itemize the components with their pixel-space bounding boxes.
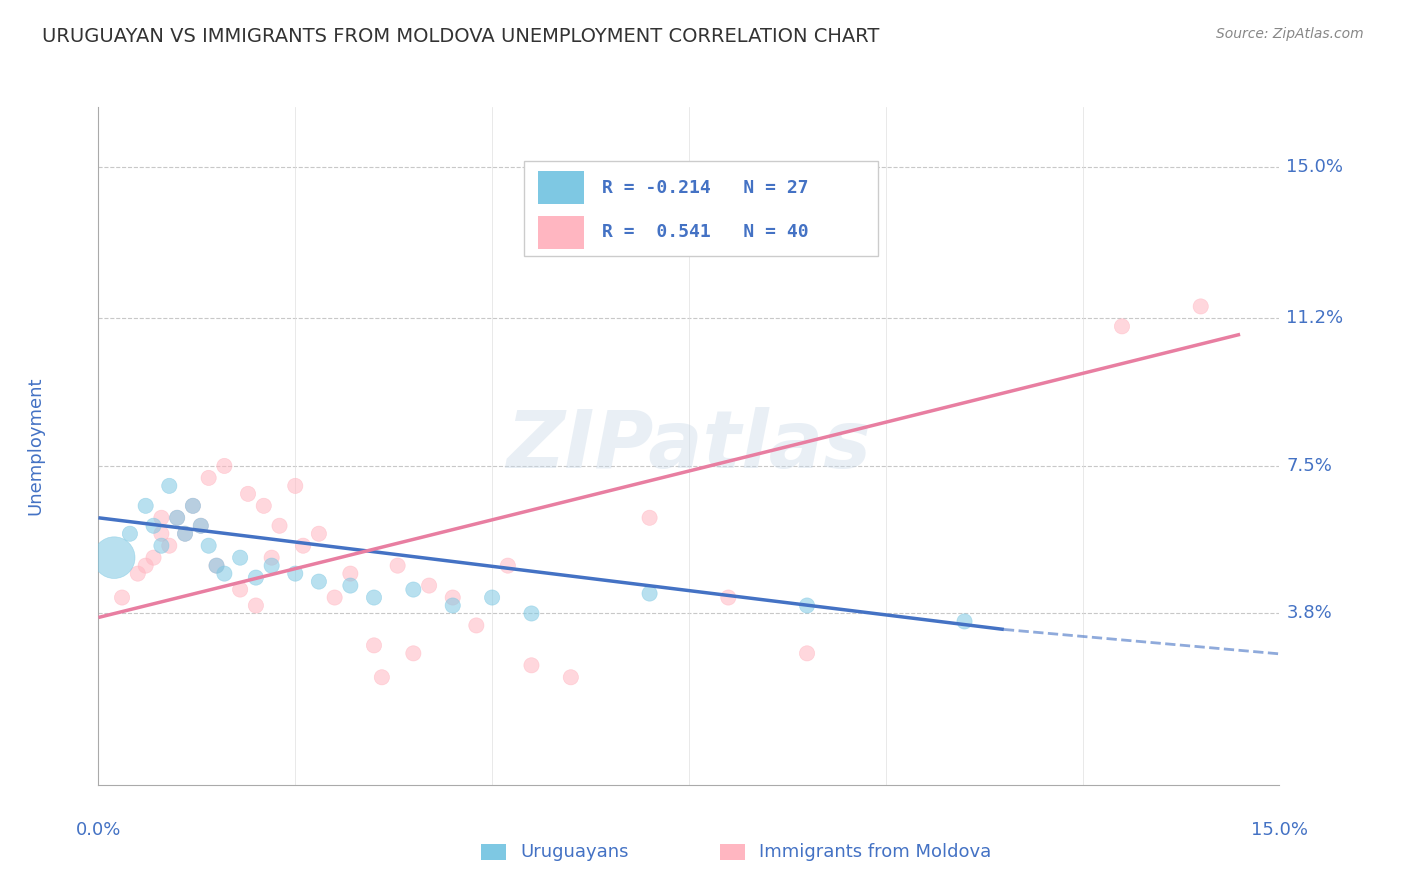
Point xyxy=(441,599,464,613)
Point xyxy=(269,518,291,533)
Point xyxy=(308,526,330,541)
Point xyxy=(157,539,180,553)
Point xyxy=(181,499,204,513)
Text: Uruguayans: Uruguayans xyxy=(520,843,628,861)
Point xyxy=(323,591,346,605)
Point xyxy=(402,582,425,597)
Text: 7.5%: 7.5% xyxy=(1286,457,1333,475)
Text: Unemployment: Unemployment xyxy=(27,376,44,516)
Point xyxy=(197,471,219,485)
Point xyxy=(135,558,157,573)
Text: R =  0.541   N = 40: R = 0.541 N = 40 xyxy=(602,224,808,242)
Point xyxy=(402,646,425,660)
Point xyxy=(142,550,165,565)
Text: R = -0.214   N = 27: R = -0.214 N = 27 xyxy=(602,179,808,197)
Point xyxy=(166,510,188,524)
Point xyxy=(150,526,173,541)
Point xyxy=(284,566,307,581)
Text: 0.0%: 0.0% xyxy=(76,821,121,838)
Point xyxy=(190,518,212,533)
Point xyxy=(166,510,188,524)
Point xyxy=(363,591,385,605)
Point xyxy=(181,499,204,513)
Point xyxy=(150,510,173,524)
Point xyxy=(118,526,141,541)
Point xyxy=(717,591,740,605)
Point xyxy=(520,607,543,621)
Point xyxy=(1111,319,1133,334)
Point xyxy=(371,670,394,684)
Point xyxy=(111,591,134,605)
Point xyxy=(363,639,385,653)
Point xyxy=(205,558,228,573)
Point xyxy=(214,566,236,581)
Point xyxy=(205,558,228,573)
Point xyxy=(174,526,197,541)
Point xyxy=(157,479,180,493)
Point xyxy=(339,566,361,581)
Point xyxy=(1189,300,1212,314)
Text: Immigrants from Moldova: Immigrants from Moldova xyxy=(759,843,991,861)
Point xyxy=(253,499,276,513)
Point xyxy=(638,510,661,524)
Point xyxy=(560,670,582,684)
Point xyxy=(197,539,219,553)
Text: 15.0%: 15.0% xyxy=(1251,821,1308,838)
Point xyxy=(229,582,252,597)
Point xyxy=(496,558,519,573)
Point xyxy=(135,499,157,513)
Point xyxy=(236,487,259,501)
Point xyxy=(174,526,197,541)
Text: 15.0%: 15.0% xyxy=(1286,158,1344,176)
Text: Source: ZipAtlas.com: Source: ZipAtlas.com xyxy=(1216,27,1364,41)
Point xyxy=(796,646,818,660)
Point xyxy=(418,578,440,592)
Point xyxy=(190,518,212,533)
Point xyxy=(953,615,976,629)
Text: 11.2%: 11.2% xyxy=(1286,310,1344,327)
Point xyxy=(339,578,361,592)
Point xyxy=(465,618,488,632)
Point xyxy=(150,539,173,553)
Point xyxy=(214,458,236,473)
Point xyxy=(245,599,267,613)
Point xyxy=(245,571,267,585)
Point xyxy=(308,574,330,589)
Text: URUGUAYAN VS IMMIGRANTS FROM MOLDOVA UNEMPLOYMENT CORRELATION CHART: URUGUAYAN VS IMMIGRANTS FROM MOLDOVA UNE… xyxy=(42,27,880,45)
Point xyxy=(284,479,307,493)
Point xyxy=(260,550,283,565)
Text: 3.8%: 3.8% xyxy=(1286,605,1333,623)
Point xyxy=(481,591,503,605)
Point xyxy=(520,658,543,673)
Point xyxy=(638,586,661,600)
Point xyxy=(127,566,149,581)
Point xyxy=(103,550,125,565)
Point xyxy=(441,591,464,605)
Point xyxy=(142,518,165,533)
Text: ZIPatlas: ZIPatlas xyxy=(506,407,872,485)
Point xyxy=(796,599,818,613)
Point xyxy=(387,558,409,573)
Point xyxy=(292,539,315,553)
Point xyxy=(229,550,252,565)
Point xyxy=(260,558,283,573)
